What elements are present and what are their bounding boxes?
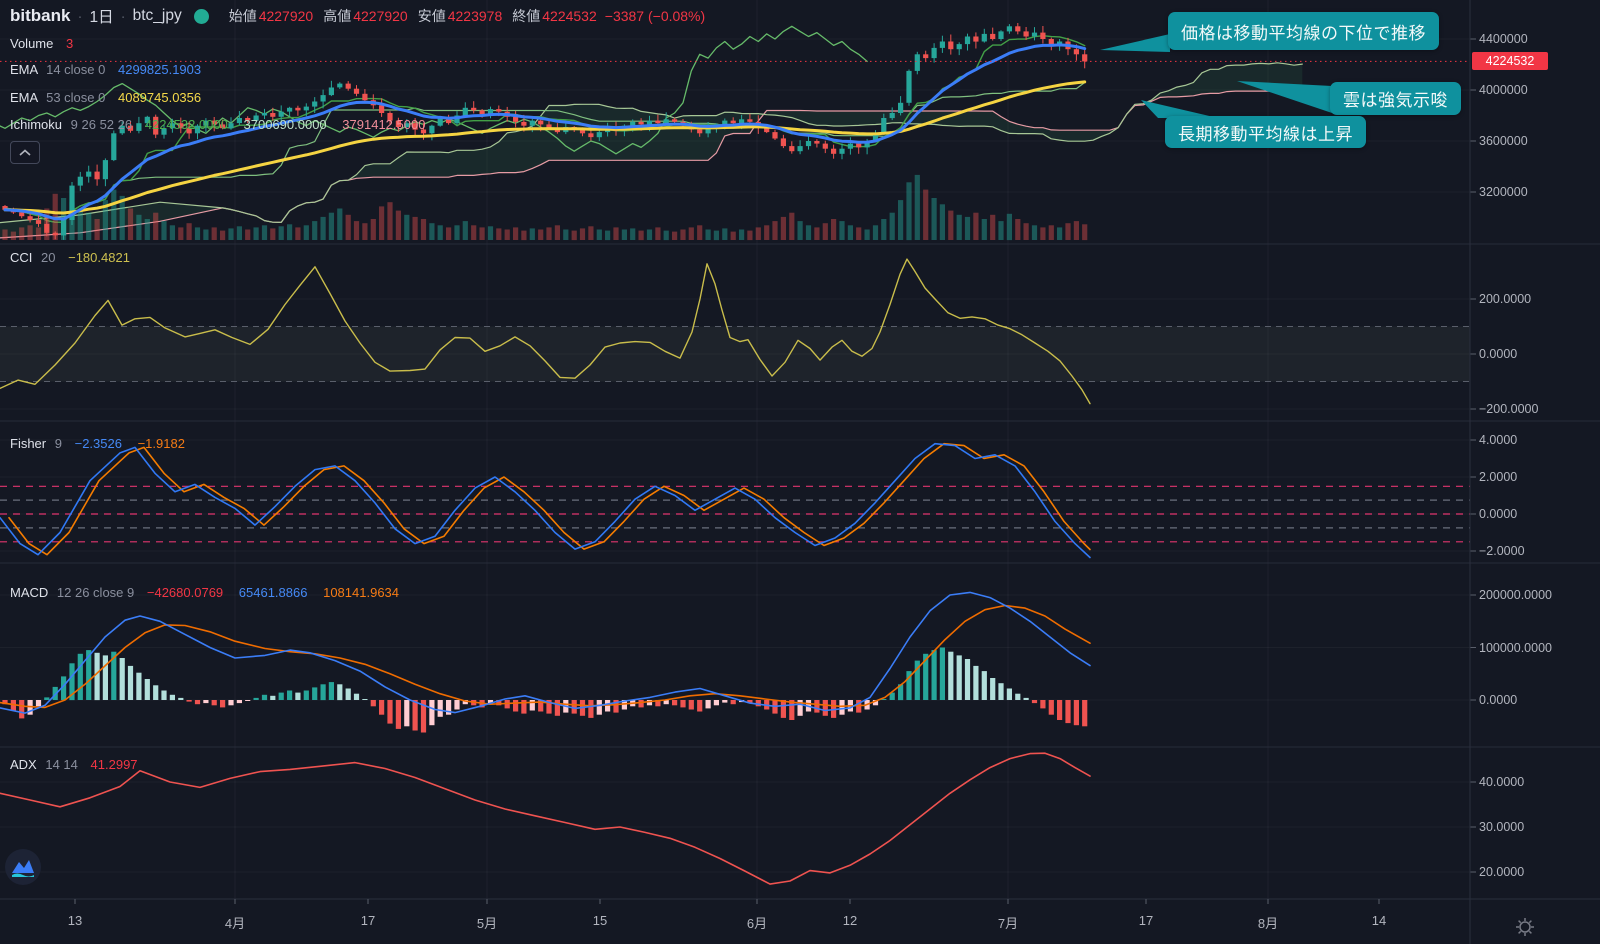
- chart-logo[interactable]: [4, 848, 42, 886]
- legend-params: 53 close 0: [46, 90, 106, 105]
- legend-params: 9 26 52 26: [70, 117, 133, 132]
- legend-value: 3700690.0000: [243, 117, 327, 132]
- axis-tick-label: 30.0000: [1479, 820, 1525, 834]
- close-label: 終値: [512, 8, 541, 24]
- ohlc-readout: 始値 4227920 高値 4227920 安値 4223978 終値 4224532 …: [219, 6, 705, 26]
- legend-title: Ichimoku: [10, 117, 63, 132]
- legend-adx[interactable]: ADX 14 14 41.2997: [10, 757, 138, 772]
- legend-params: 14 14: [45, 757, 78, 772]
- time-tick-label: 6月: [746, 916, 768, 931]
- mountain-icon: [5, 849, 41, 885]
- axis-tick-label: 4000000: [1479, 83, 1528, 97]
- legend-title: Volume: [10, 36, 54, 51]
- collapse-indicators-button[interactable]: [10, 141, 40, 164]
- axis-tick-label: 40.0000: [1479, 775, 1525, 789]
- time-tick-label: 15: [592, 913, 608, 928]
- axis-tick-label: 200000.0000: [1479, 588, 1552, 602]
- axis-tick-label: 20.0000: [1479, 865, 1525, 879]
- legend-ema53[interactable]: EMA 53 close 0 4089745.0356: [10, 90, 201, 105]
- open-value: 4227920: [258, 8, 314, 24]
- annotation-longterm-ma-rising[interactable]: 長期移動平均線は上昇: [1165, 116, 1366, 148]
- legend-value: 4299825.1903: [117, 62, 202, 77]
- legend-value: −2.3526: [74, 436, 122, 451]
- legend-value: −42680.0769: [146, 585, 224, 600]
- time-tick-label: 5月: [476, 916, 498, 931]
- timeframe-selector[interactable]: 1日: [89, 9, 114, 26]
- legend-cci[interactable]: CCI 20 −180.4821: [10, 250, 130, 265]
- legend-value: 3: [66, 36, 74, 51]
- annotation-price-below-ma[interactable]: 価格は移動平均線の下位で推移: [1168, 12, 1439, 50]
- legend-value: −180.4821: [68, 250, 130, 265]
- legend-volume[interactable]: Volume 3: [10, 36, 73, 51]
- axis-tick-label: 0.0000: [1479, 693, 1518, 707]
- axis-tick-label: −200.0000: [1479, 402, 1539, 416]
- symbol-name[interactable]: btc_jpy: [132, 7, 182, 24]
- legend-title: MACD: [10, 585, 49, 600]
- axis-tick-label: 4400000: [1479, 32, 1528, 46]
- legend-title: Fisher: [10, 436, 47, 451]
- chevron-up-icon: [19, 148, 31, 156]
- time-tick-label: 13: [67, 913, 83, 928]
- axis-tick-label: 3600000: [1479, 134, 1528, 148]
- market-status-icon: [193, 8, 209, 24]
- low-label: 安値: [417, 8, 446, 24]
- time-tick-label: 4月: [224, 916, 246, 931]
- legend-macd[interactable]: MACD 12 26 close 9 −42680.0769 65461.886…: [10, 585, 399, 600]
- separator-dot: ·: [77, 7, 83, 25]
- high-label: 高値: [323, 8, 352, 24]
- legend-params: 20: [41, 250, 56, 265]
- legend-title: EMA: [10, 90, 38, 105]
- axis-tick-label: 0.0000: [1479, 347, 1518, 361]
- axis-tick-label: −2.0000: [1479, 544, 1525, 558]
- legend-value: 4089745.0356: [117, 90, 202, 105]
- time-tick-label: 17: [360, 913, 376, 928]
- legend-value: 65461.8866: [238, 585, 308, 600]
- open-label: 始値: [228, 8, 257, 24]
- time-tick-label: 12: [842, 913, 858, 928]
- chart-header: bitbank · 1日 · btc_jpy 始値 4227920 高値 42279…: [10, 5, 705, 27]
- legend-value: 4224532.0000: [144, 117, 228, 132]
- annotation-bullish-cloud[interactable]: 雲は強気示唆: [1330, 82, 1461, 115]
- separator-dot: ·: [120, 7, 126, 25]
- axis-tick-label: 2.0000: [1479, 470, 1518, 484]
- low-value: 4223978: [447, 8, 503, 24]
- legend-params: 9: [54, 436, 62, 451]
- close-value: 4224532: [542, 8, 597, 24]
- axis-tick-label: 3200000: [1479, 185, 1528, 199]
- legend-value: 3791412.5000: [342, 117, 426, 132]
- high-value: 4227920: [353, 8, 408, 24]
- legend-params: 12 26 close 9: [56, 585, 135, 600]
- time-tick-label: 7月: [997, 916, 1019, 931]
- time-tick-label: 8月: [1257, 916, 1279, 931]
- axis-tick-label: 100000.0000: [1479, 640, 1552, 655]
- legend-value: 108141.9634: [323, 585, 400, 600]
- legend-value: −1.9182: [137, 436, 185, 451]
- legend-value: 41.2997: [90, 757, 138, 772]
- axis-tick-label: 4.0000: [1479, 433, 1518, 447]
- settings-icon[interactable]: [1514, 916, 1536, 943]
- axis-tick-label: 0.0000: [1479, 507, 1518, 521]
- legend-params: 14 close 0: [46, 62, 106, 77]
- axis-tick-label: 200.0000: [1479, 292, 1532, 306]
- exchange-name[interactable]: bitbank: [10, 6, 71, 25]
- legend-fisher[interactable]: Fisher 9 −2.3526 −1.9182: [10, 436, 185, 451]
- time-tick-label: 14: [1371, 913, 1387, 928]
- legend-title: EMA: [10, 62, 38, 77]
- legend-ema14[interactable]: EMA 14 close 0 4299825.1903: [10, 62, 201, 77]
- legend-title: CCI: [10, 250, 33, 265]
- legend-ichimoku[interactable]: Ichimoku 9 26 52 26 4224532.0000 3700690…: [10, 117, 425, 132]
- change-value: −3387 (−0.08%): [604, 8, 706, 24]
- legend-title: ADX: [10, 757, 37, 772]
- time-tick-label: 17: [1138, 913, 1154, 928]
- last-price-badge: 4224532: [1472, 52, 1548, 70]
